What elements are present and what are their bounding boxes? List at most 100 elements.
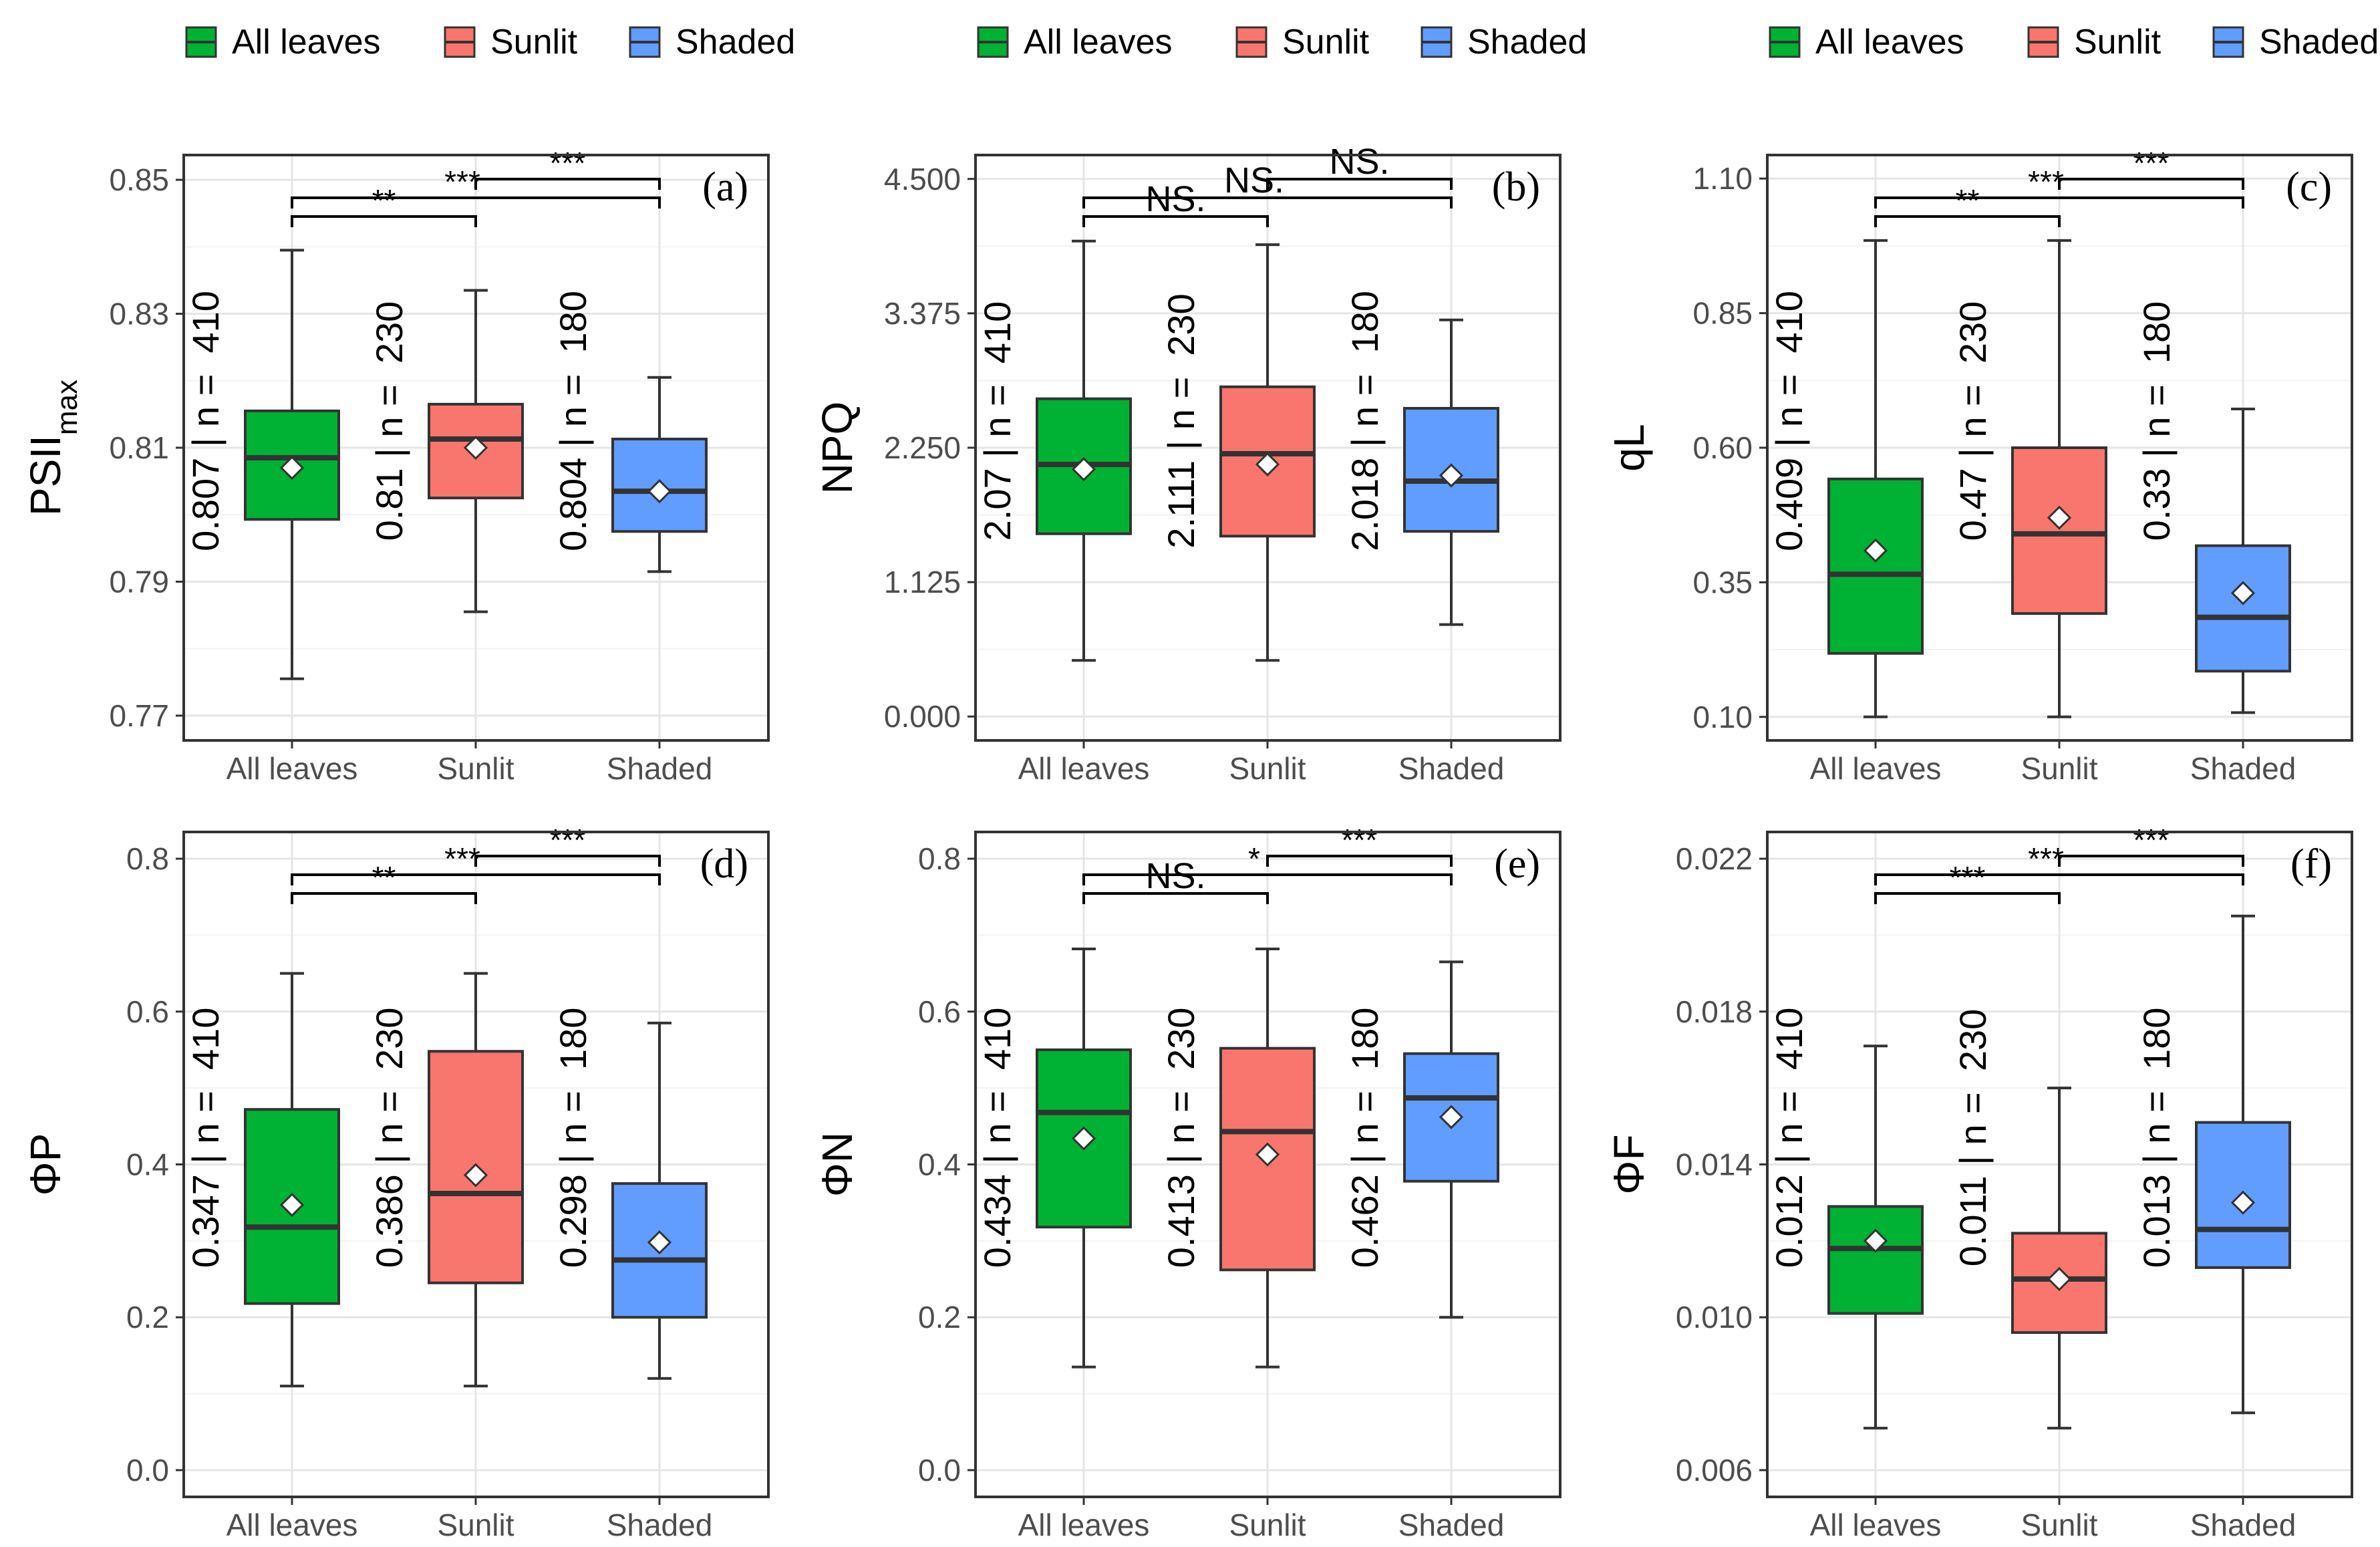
- bracket-line: [1266, 855, 1453, 867]
- significance-label: ***: [444, 841, 480, 876]
- significance-bracket: ***: [1874, 164, 2244, 208]
- box-iqr: [2195, 544, 2291, 673]
- mean-marker: [647, 479, 672, 504]
- x-tick-label: Sunlit: [437, 751, 514, 786]
- mean-n-annotation: 0.804 | n = 180: [552, 291, 594, 551]
- box-sunlit: 0.81 | n = 230: [368, 289, 524, 613]
- bracket-line: [291, 215, 477, 227]
- significance-label: ***: [2028, 164, 2064, 199]
- y-axis-title-main: NPQ: [813, 402, 861, 495]
- panel-label: (f): [2290, 841, 2332, 887]
- significance-label: ***: [1342, 823, 1378, 857]
- mean-marker: [279, 1192, 305, 1218]
- x-tick-label: Sunlit: [437, 1508, 514, 1542]
- significance-label: ***: [2133, 146, 2170, 180]
- mean-n-annotation: 0.013 | n = 180: [2135, 1008, 2178, 1268]
- box-shaded: 0.462 | n = 180: [1344, 960, 1499, 1319]
- bracket-line: [2058, 855, 2244, 867]
- box-all-leaves: 0.347 | n = 410: [184, 972, 340, 1388]
- mean-marker: [1071, 1126, 1096, 1151]
- significance-bracket: **: [1874, 183, 2061, 227]
- x-tick-label: All leaves: [1018, 1508, 1150, 1542]
- box-all-leaves: 2.07 | n = 410: [976, 239, 1132, 662]
- panel-label: (e): [1494, 841, 1540, 887]
- mean-n-annotation: 0.011 | n = 230: [1952, 1009, 1994, 1267]
- mean-n-annotation: 0.807 | n = 410: [184, 291, 227, 551]
- y-tick-label: 0.79: [109, 564, 169, 599]
- mean-marker: [2230, 1190, 2256, 1215]
- significance-label: ***: [1950, 860, 1986, 895]
- y-tick-label: 0.83: [109, 297, 169, 331]
- significance-label: ***: [2028, 841, 2064, 876]
- y-tick-label: 0.85: [1692, 296, 1753, 331]
- x-tick-label: Sunlit: [2021, 751, 2097, 786]
- box-iqr: [1827, 1205, 1924, 1315]
- bracket-line: [474, 855, 661, 867]
- x-tick-label: Shaded: [607, 751, 713, 786]
- y-tick-label: 0.81: [109, 430, 169, 465]
- y-tick-label: 0.2: [126, 1300, 169, 1334]
- y-tick-label: 0.000: [884, 699, 961, 734]
- mean-marker: [2047, 505, 2072, 530]
- mean-n-annotation: 0.434 | n = 410: [976, 1008, 1018, 1268]
- panel-label: (c): [2286, 164, 2332, 210]
- mean-marker: [279, 455, 305, 480]
- significance-bracket: *: [1082, 841, 1453, 885]
- significance-label: NS.: [1329, 142, 1389, 182]
- box-shaded: 0.298 | n = 180: [552, 1008, 708, 1380]
- y-tick-label: 0.35: [1692, 565, 1753, 599]
- mean-n-annotation: 0.409 | n = 410: [1768, 291, 1810, 551]
- x-tick-label: Sunlit: [1229, 751, 1306, 786]
- mean-n-annotation: 0.47 | n = 230: [1952, 301, 1994, 541]
- panel-c: 0.10 0.35 0.60 0.85 1.10 qL 0.409 | n = 410 0.4…: [1605, 146, 2353, 786]
- mean-marker: [1255, 1142, 1280, 1167]
- panels: 0.77 0.79 0.81 0.83 0.85 PSIImax 0.807 | n = 4…: [21, 142, 2353, 1542]
- bracket-line: [1874, 892, 2061, 904]
- mean-marker: [2047, 1266, 2072, 1292]
- y-tick-label: 0.2: [918, 1300, 961, 1334]
- y-tick-label: 0.022: [1676, 841, 1753, 876]
- panel-label: (b): [1492, 164, 1540, 210]
- panel-label: (a): [702, 164, 748, 210]
- box-iqr: [1827, 477, 1924, 655]
- mean-n-annotation: 2.07 | n = 410: [976, 301, 1018, 541]
- y-tick-label: 4.500: [884, 162, 961, 196]
- bracket-line: [1082, 215, 1269, 227]
- x-tick-label: Sunlit: [1229, 1508, 1306, 1542]
- y-tick-label: 0.4: [918, 1147, 961, 1182]
- mean-n-annotation: 2.018 | n = 180: [1344, 291, 1386, 551]
- mean-marker: [1071, 457, 1096, 482]
- box-shaded: 2.018 | n = 180: [1344, 291, 1499, 626]
- significance-bracket: ***: [1266, 823, 1453, 867]
- y-tick-label: 0.014: [1676, 1147, 1753, 1182]
- y-tick-label: 0.010: [1676, 1300, 1753, 1334]
- x-tick-label: Shaded: [1398, 1508, 1505, 1542]
- y-tick-label: 1.125: [884, 565, 961, 599]
- significance-label: ***: [550, 146, 586, 180]
- mean-n-annotation: 2.111 | n = 230: [1160, 293, 1202, 548]
- y-tick-label: 0.6: [918, 994, 961, 1029]
- y-tick-label: 0.8: [126, 841, 169, 876]
- legend-label-2: Shaded: [676, 23, 795, 61]
- y-axis-title-main: ΦN: [813, 1132, 861, 1197]
- y-axis-title: qL: [1605, 424, 1653, 471]
- box-sunlit: 2.111 | n = 230: [1160, 243, 1316, 662]
- mean-n-annotation: 0.413 | n = 230: [1160, 1008, 1202, 1268]
- bracket-line: [1874, 873, 2244, 885]
- x-tick-label: Shaded: [607, 1508, 713, 1542]
- legend-label-1: Sunlit: [490, 23, 578, 61]
- significance-bracket: ***: [474, 823, 661, 867]
- significance-bracket: NS.: [1266, 142, 1453, 190]
- significance-label: *: [1248, 841, 1260, 876]
- y-tick-label: 0.10: [1692, 700, 1753, 734]
- box-sunlit: 0.47 | n = 230: [1952, 239, 2107, 718]
- significance-label: **: [372, 183, 396, 218]
- legends: All leaves Sunlit Shaded All leaves Sunlit Sh…: [185, 23, 2379, 61]
- bracket-line: [1266, 178, 1453, 190]
- y-tick-label: 0.60: [1692, 430, 1753, 465]
- bracket-line: [1082, 892, 1269, 904]
- box-shaded: 0.33 | n = 180: [2135, 301, 2291, 714]
- significance-bracket: ***: [474, 146, 661, 190]
- y-axis-title: ΦP: [21, 1133, 69, 1196]
- y-tick-label: 0.006: [1676, 1453, 1753, 1488]
